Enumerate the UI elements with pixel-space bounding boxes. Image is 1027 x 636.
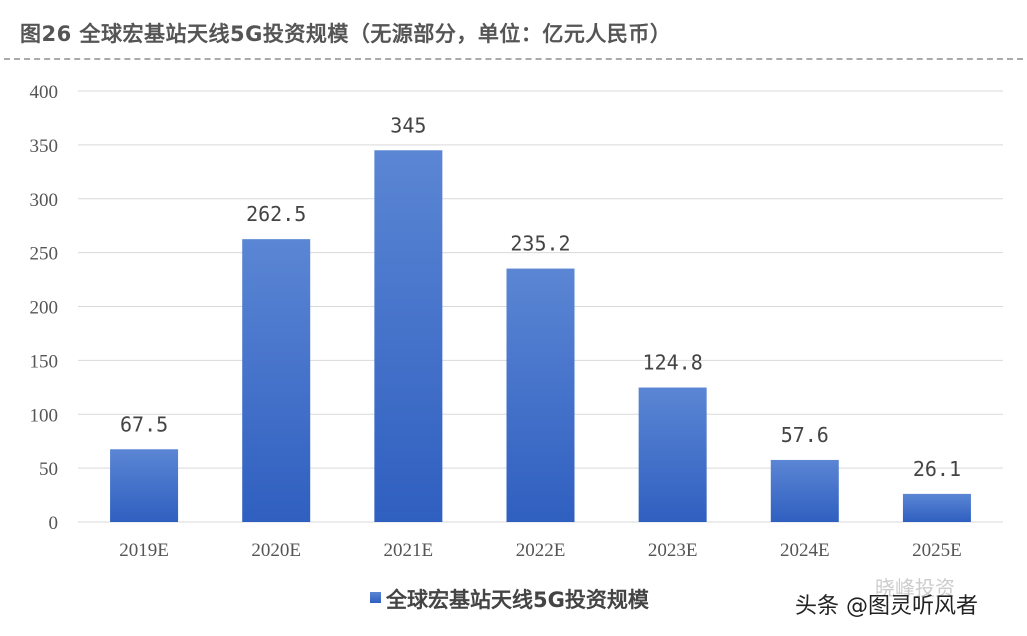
x-tick-label: 2025E [912, 540, 962, 561]
x-tick-label: 2021E [384, 540, 434, 561]
y-tick-label: 200 [30, 298, 59, 319]
data-label: 262.5 [246, 202, 306, 226]
bar [374, 150, 443, 522]
y-tick-label: 400 [30, 82, 59, 103]
y-tick-label: 300 [30, 190, 59, 211]
y-tick-label: 250 [30, 244, 59, 265]
chart-title: 图26 全球宏基站天线5G投资规模（无源部分，单位：亿元人民币） [20, 22, 672, 46]
bar [902, 493, 971, 522]
bar [110, 449, 179, 522]
x-tick-label: 2019E [119, 540, 169, 561]
data-label: 124.8 [643, 351, 703, 375]
data-label: 26.1 [913, 457, 961, 481]
data-label: 57.6 [781, 423, 829, 447]
bar [242, 239, 311, 522]
bar [770, 459, 839, 522]
x-tick-label: 2024E [780, 540, 830, 561]
x-tick-label: 2022E [516, 540, 566, 561]
data-label: 235.2 [510, 232, 570, 256]
watermark: 头条 @图灵听风者 [795, 594, 978, 619]
legend-label: 全球宏基站天线5G投资规模 [385, 588, 650, 612]
y-tick-label: 100 [30, 405, 59, 426]
legend: 全球宏基站天线5G投资规模 [370, 588, 650, 612]
y-tick-label: 150 [30, 351, 59, 372]
y-tick-label: 350 [30, 136, 59, 157]
x-tick-label: 2023E [648, 540, 698, 561]
watermark-faint: 晓峰投资 [875, 576, 955, 600]
bar [638, 387, 707, 522]
title-divider [4, 58, 1023, 60]
data-label: 67.5 [120, 412, 168, 436]
bar [506, 268, 575, 522]
data-label: 345 [390, 113, 426, 137]
x-tick-label: 2020E [251, 540, 301, 561]
legend-swatch [370, 592, 381, 603]
y-tick-label: 0 [49, 513, 59, 534]
y-tick-label: 50 [39, 459, 58, 480]
